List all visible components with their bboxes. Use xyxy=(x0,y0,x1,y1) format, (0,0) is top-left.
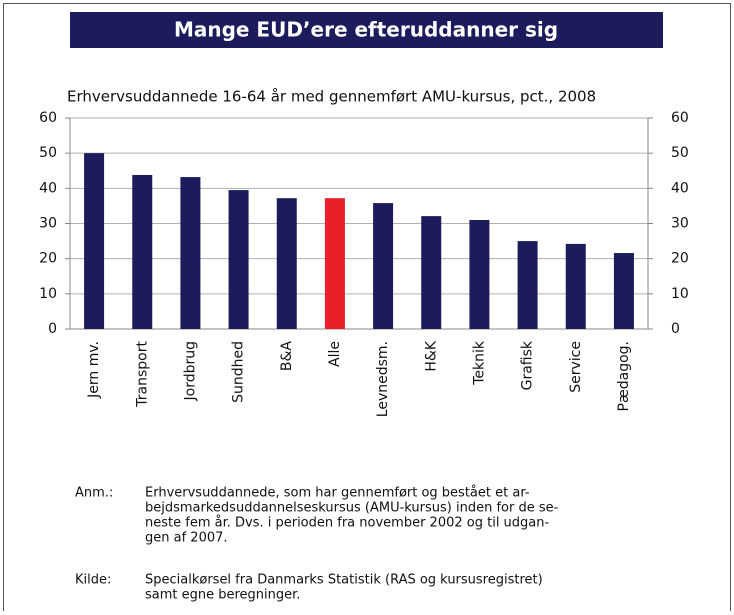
y2-tick-label: 10 xyxy=(671,286,689,302)
x-tick-label: Jordbrug xyxy=(182,341,198,402)
bar xyxy=(132,174,153,329)
note-text: Specialkørsel fra Danmarks Statistik (RA… xyxy=(145,573,543,588)
x-tick-label: B&A xyxy=(279,341,295,372)
bar xyxy=(180,177,201,329)
bar xyxy=(565,243,586,329)
bar xyxy=(517,241,538,329)
bar xyxy=(469,219,490,329)
x-tick-label: Teknik xyxy=(471,340,487,386)
note-text: bejdsmarkedsuddannelseskursus (AMU-kursu… xyxy=(145,501,559,516)
bar xyxy=(324,198,345,329)
x-tick-label: Service xyxy=(568,341,584,393)
y-tick-label: 50 xyxy=(39,145,57,161)
x-tick-label: Pædagog. xyxy=(616,341,632,411)
bar xyxy=(373,203,394,329)
note-text: gen af 2007. xyxy=(145,531,228,546)
note-label: Anm.: xyxy=(75,486,113,501)
x-tick-label: Alle xyxy=(327,341,343,367)
y-tick-label: 10 xyxy=(39,286,57,302)
y-tick-label: 20 xyxy=(39,251,57,267)
bar xyxy=(276,198,297,329)
x-tick-label: Sundhed xyxy=(231,341,247,403)
note-text: samt egne beregninger. xyxy=(145,588,300,603)
y-tick-label: 30 xyxy=(39,216,57,232)
y-tick-label: 0 xyxy=(48,321,57,337)
y2-tick-label: 60 xyxy=(671,110,689,126)
bar xyxy=(421,216,442,329)
note-text: Erhvervsuddannede, som har gennemført og… xyxy=(145,486,530,501)
bar xyxy=(613,253,634,329)
y2-tick-label: 20 xyxy=(671,251,689,267)
x-tick-label: Grafisk xyxy=(520,340,536,390)
chart-subtitle: Erhvervsuddannede 16-64 år med gennemfør… xyxy=(67,88,596,106)
y2-tick-label: 40 xyxy=(671,180,689,196)
x-tick-label: Levnedsm. xyxy=(375,341,391,417)
y2-tick-label: 50 xyxy=(671,145,689,161)
chart-title: Mange EUD’ere efteruddanner sig xyxy=(174,18,558,42)
y2-tick-label: 0 xyxy=(671,321,680,337)
x-tick-label: Jern mv. xyxy=(86,341,102,399)
x-tick-label: Transport xyxy=(134,340,150,407)
title-banner xyxy=(70,12,663,48)
y-tick-label: 40 xyxy=(39,180,57,196)
note-text: neste fem år. Dvs. i perioden fra novemb… xyxy=(145,516,550,531)
note-label: Kilde: xyxy=(75,573,111,588)
bar xyxy=(228,190,249,329)
bar xyxy=(84,153,105,329)
y-tick-label: 60 xyxy=(39,110,57,126)
y2-tick-label: 30 xyxy=(671,216,689,232)
frame xyxy=(3,3,731,615)
x-tick-label: H&K xyxy=(423,340,439,371)
